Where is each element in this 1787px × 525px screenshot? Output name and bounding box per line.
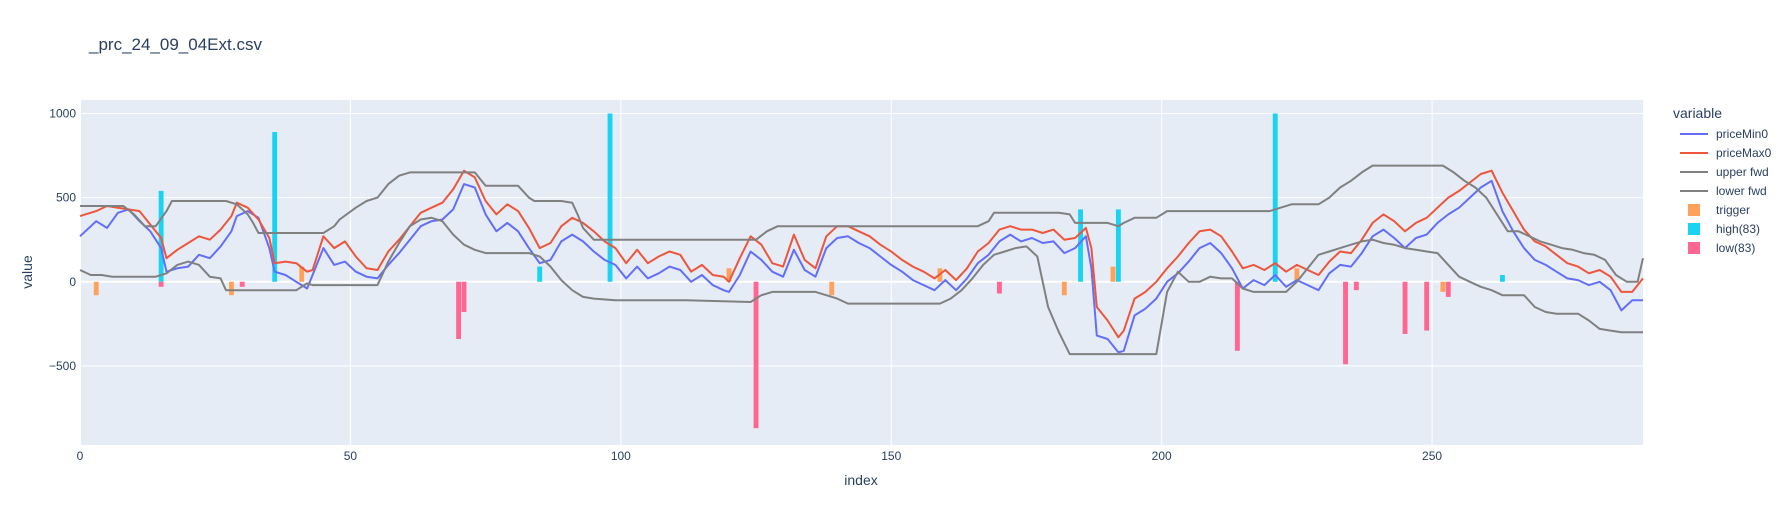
x-tick-label: 200 [1152,449,1172,463]
legend-label: high(83) [1716,222,1760,236]
x-axis-ticks: 0 50 100 150 200 250 [77,449,1443,463]
bar-trigger [1294,268,1300,282]
bar-low83 [158,281,164,287]
legend-label: priceMax0 [1716,146,1772,160]
legend-label: lower fwd [1716,184,1767,198]
legend: variable priceMin0 priceMax0 upper fwd lowe… [1673,105,1772,255]
gridlines [79,100,1643,445]
bar-low83 [239,281,245,287]
bar-trigger [726,268,732,282]
bar-low83 [456,281,462,339]
bar-high83 [1499,275,1505,282]
y-tick-label: 0 [69,275,76,289]
bar-low83 [1353,281,1359,291]
bar-high83 [1078,209,1083,282]
bar-high83 [272,131,278,282]
bar-layer [93,113,1505,429]
bar-high83 [1115,209,1121,282]
bar-high83 [537,266,543,282]
bar-high83 [607,113,613,282]
x-tick-label: 250 [1422,449,1442,463]
legend-swatch [1688,242,1700,254]
line-layer [79,164,1644,356]
bar-trigger [228,281,234,296]
bar-high83 [1272,113,1278,282]
chart-title: _prc_24_09_04Ext.csv [88,35,262,54]
legend-label: upper fwd [1716,165,1769,179]
bar-low83 [461,281,467,313]
y-axis-ticks: 1000 500 0 −500 [49,106,76,372]
line-pricemax0 [79,169,1644,339]
x-tick-label: 50 [344,449,358,463]
x-tick-label: 0 [77,449,84,463]
bar-low83 [1424,281,1430,331]
bar-low83 [1445,281,1451,297]
y-tick-label: 500 [56,191,76,205]
legend-title: variable [1673,105,1722,121]
y-tick-label: −500 [49,359,76,373]
bar-low83 [996,281,1002,294]
bar-trigger [1440,281,1446,292]
bar-high83 [158,190,164,282]
x-tick-label: 100 [611,449,631,463]
bar-trigger [829,281,835,296]
plot-area [80,100,1643,445]
line-upper-fwd [80,164,1644,283]
legend-label: priceMin0 [1716,127,1768,141]
legend-label: low(83) [1716,241,1755,255]
bar-trigger [93,281,99,296]
bar-trigger [1061,281,1067,296]
legend-label: trigger [1716,203,1750,217]
bar-trigger [299,266,305,282]
bar-low83 [1402,281,1408,334]
line-pricemin0 [79,179,1643,354]
y-axis-title: value [19,255,35,289]
x-tick-label: 150 [881,449,901,463]
legend-swatch [1688,223,1700,235]
x-axis-title: index [844,472,877,488]
bar-trigger [1110,266,1116,282]
line-lower-fwd [79,216,1643,356]
y-tick-label: 1000 [49,106,76,120]
legend-swatch [1688,204,1700,216]
bar-low83 [1234,281,1240,351]
bar-low83 [1343,281,1348,365]
bar-low83 [753,281,759,429]
